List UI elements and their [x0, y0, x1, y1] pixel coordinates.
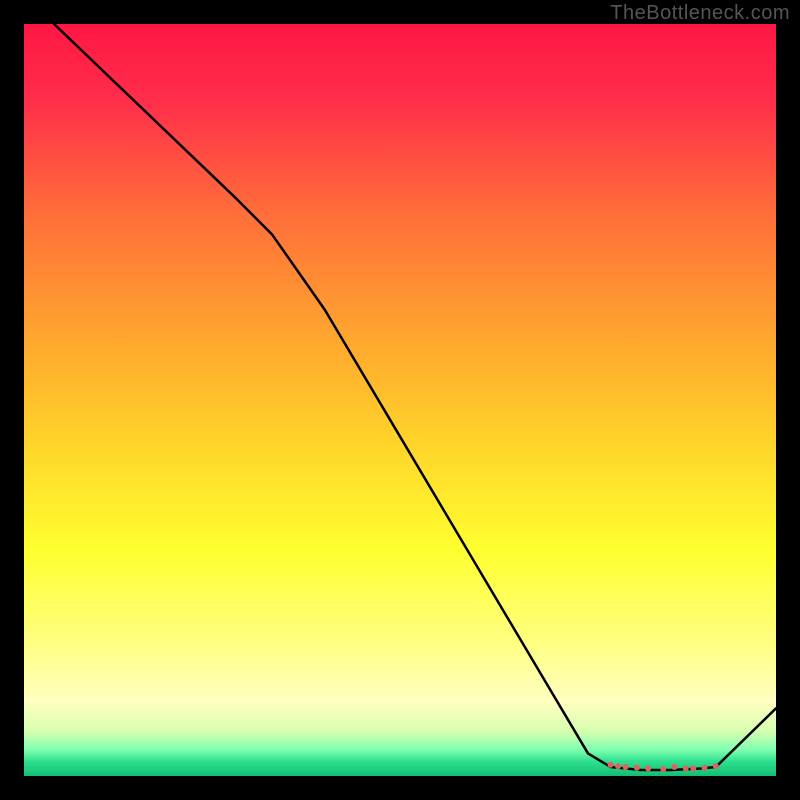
- watermark: TheBottleneck.com: [610, 2, 790, 25]
- plot-area: [24, 24, 776, 776]
- gradient-background: [24, 24, 776, 776]
